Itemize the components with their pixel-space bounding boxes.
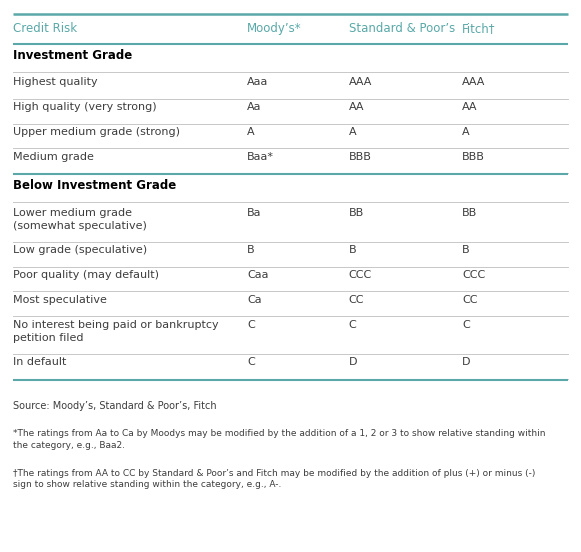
Text: Aa: Aa [247, 102, 261, 112]
Text: Standard & Poor’s: Standard & Poor’s [349, 22, 455, 35]
Text: C: C [462, 320, 469, 330]
Text: BB: BB [349, 208, 364, 218]
Text: AA: AA [462, 102, 478, 112]
Text: Upper medium grade (strong): Upper medium grade (strong) [13, 127, 180, 137]
Text: Lower medium grade
(somewhat speculative): Lower medium grade (somewhat speculative… [13, 208, 146, 231]
Text: Medium grade: Medium grade [13, 152, 94, 162]
Text: AAA: AAA [349, 77, 372, 87]
Text: B: B [349, 245, 356, 255]
Text: Poor quality (may default): Poor quality (may default) [13, 270, 159, 280]
Text: Credit Risk: Credit Risk [13, 22, 77, 35]
Text: BBB: BBB [462, 152, 485, 162]
Text: AAA: AAA [462, 77, 485, 87]
Text: A: A [349, 127, 356, 137]
Text: C: C [349, 320, 356, 330]
Text: Investment Grade: Investment Grade [13, 49, 132, 62]
Text: Highest quality: Highest quality [13, 77, 98, 87]
Text: C: C [247, 320, 254, 330]
Text: Moody’s*: Moody’s* [247, 22, 302, 35]
Text: *The ratings from Aa to Ca by Moodys may be modified by the addition of a 1, 2 o: *The ratings from Aa to Ca by Moodys may… [13, 429, 546, 449]
Text: Below Investment Grade: Below Investment Grade [13, 179, 176, 192]
Text: Low grade (speculative): Low grade (speculative) [13, 245, 147, 255]
Text: D: D [349, 357, 357, 367]
Text: †The ratings from AA to CC by Standard & Poor’s and Fitch may be modified by the: †The ratings from AA to CC by Standard &… [13, 469, 535, 489]
Text: High quality (very strong): High quality (very strong) [13, 102, 156, 112]
Text: Source: Moody’s, Standard & Poor’s, Fitch: Source: Moody’s, Standard & Poor’s, Fitc… [13, 401, 216, 411]
Text: AA: AA [349, 102, 364, 112]
Text: Fitch†: Fitch† [462, 22, 496, 35]
Text: Ca: Ca [247, 295, 261, 305]
Text: In default: In default [13, 357, 66, 367]
Text: Baa*: Baa* [247, 152, 274, 162]
Text: D: D [462, 357, 471, 367]
Text: CC: CC [462, 295, 478, 305]
Text: Caa: Caa [247, 270, 268, 280]
Text: A: A [462, 127, 469, 137]
Text: BB: BB [462, 208, 477, 218]
Text: Most speculative: Most speculative [13, 295, 107, 305]
Text: CCC: CCC [349, 270, 372, 280]
Text: B: B [462, 245, 469, 255]
Text: Aaa: Aaa [247, 77, 268, 87]
Text: BBB: BBB [349, 152, 371, 162]
Text: Ba: Ba [247, 208, 261, 218]
Text: CCC: CCC [462, 270, 485, 280]
Text: B: B [247, 245, 254, 255]
Text: A: A [247, 127, 254, 137]
Text: No interest being paid or bankruptcy
petition filed: No interest being paid or bankruptcy pet… [13, 320, 218, 343]
Text: C: C [247, 357, 254, 367]
Text: CC: CC [349, 295, 364, 305]
